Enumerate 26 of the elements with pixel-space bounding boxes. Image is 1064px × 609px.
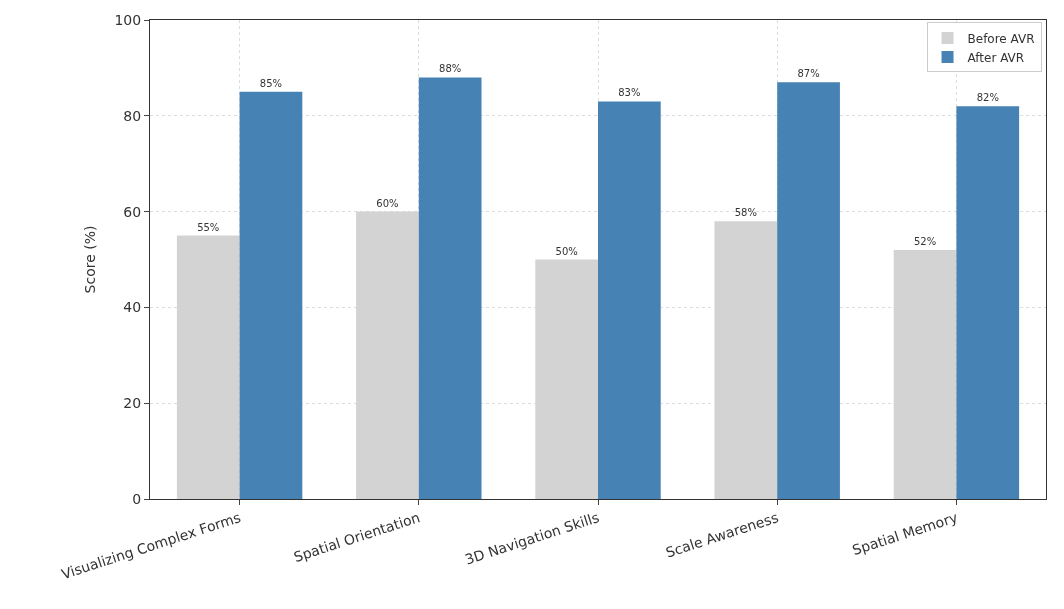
data-label: 85% [259, 77, 283, 89]
data-label: 88% [439, 63, 462, 75]
data-label: 60% [376, 197, 399, 209]
y-tick-label: 60 [123, 203, 142, 220]
bar [418, 77, 482, 499]
bar [777, 82, 840, 499]
data-label: 58% [734, 207, 757, 219]
y-tick-label: 20 [123, 395, 142, 412]
y-tick-label: 80 [123, 107, 142, 124]
data-label: 50% [555, 245, 578, 257]
legend-label: Before AVR [967, 31, 1035, 46]
data-label: 83% [618, 87, 641, 99]
y-axis-title: Score (%) [82, 225, 99, 294]
data-label: 52% [913, 235, 937, 247]
bar [714, 221, 778, 499]
data-label: 82% [976, 92, 999, 104]
y-tick-label: 0 [132, 490, 142, 507]
data-label: 55% [197, 221, 220, 233]
bar [598, 101, 661, 499]
bar [893, 249, 957, 499]
bar [239, 91, 303, 499]
data-label: 87% [797, 68, 820, 80]
bar [956, 106, 1020, 499]
y-tick-label: 100 [114, 11, 142, 28]
legend-label: After AVR [967, 50, 1025, 65]
y-tick-label: 40 [123, 299, 142, 316]
